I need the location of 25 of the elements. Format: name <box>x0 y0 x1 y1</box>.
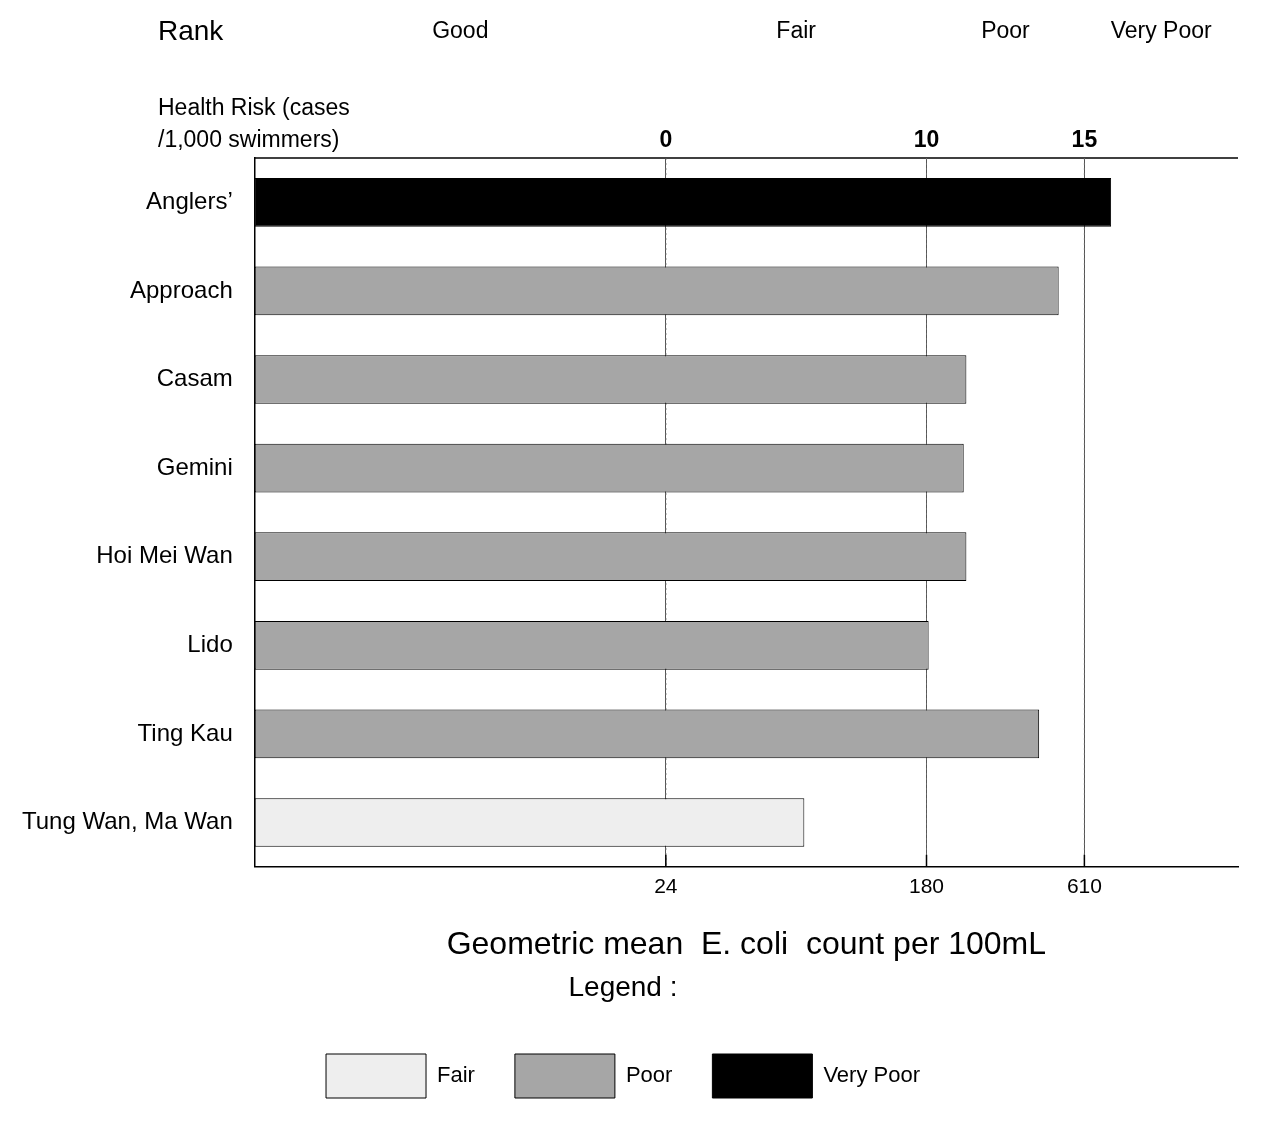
text: Poor <box>981 17 1030 44</box>
y-tick-label: Approach <box>129 275 233 303</box>
y-tick-label: Tung Wan, Ma Wan <box>21 807 233 835</box>
y-tick-label: Lido <box>187 629 233 657</box>
legend-label: Poor <box>625 1062 673 1088</box>
text: Fair <box>776 17 816 44</box>
y-tick-label: Ting Kau <box>137 718 233 746</box>
text: Health Risk (cases /1,000 swimmers) <box>158 94 350 153</box>
x-tick-label: 180 <box>908 874 945 898</box>
y-tick-label: Gemini <box>156 452 233 480</box>
text: 15 <box>1071 126 1098 153</box>
text: Rank <box>158 14 224 46</box>
text: Good <box>432 17 489 44</box>
x-tick-label: 24 <box>654 874 678 898</box>
x-axis-title: Geometric mean E. coli count per 100mL <box>446 925 1047 962</box>
y-tick-label: Hoi Mei Wan <box>96 541 233 569</box>
legend-label: Fair <box>437 1062 475 1088</box>
y-tick-label: Anglers’ <box>146 186 233 214</box>
text: Very Poor <box>1110 17 1212 44</box>
y-tick-label: Casam <box>156 364 233 392</box>
legend-label: Very Poor <box>823 1062 920 1088</box>
text: 10 <box>913 126 940 153</box>
legend-title: Legend : <box>568 971 678 1003</box>
text: 0 <box>659 126 673 153</box>
x-tick-label: 610 <box>1066 874 1102 898</box>
